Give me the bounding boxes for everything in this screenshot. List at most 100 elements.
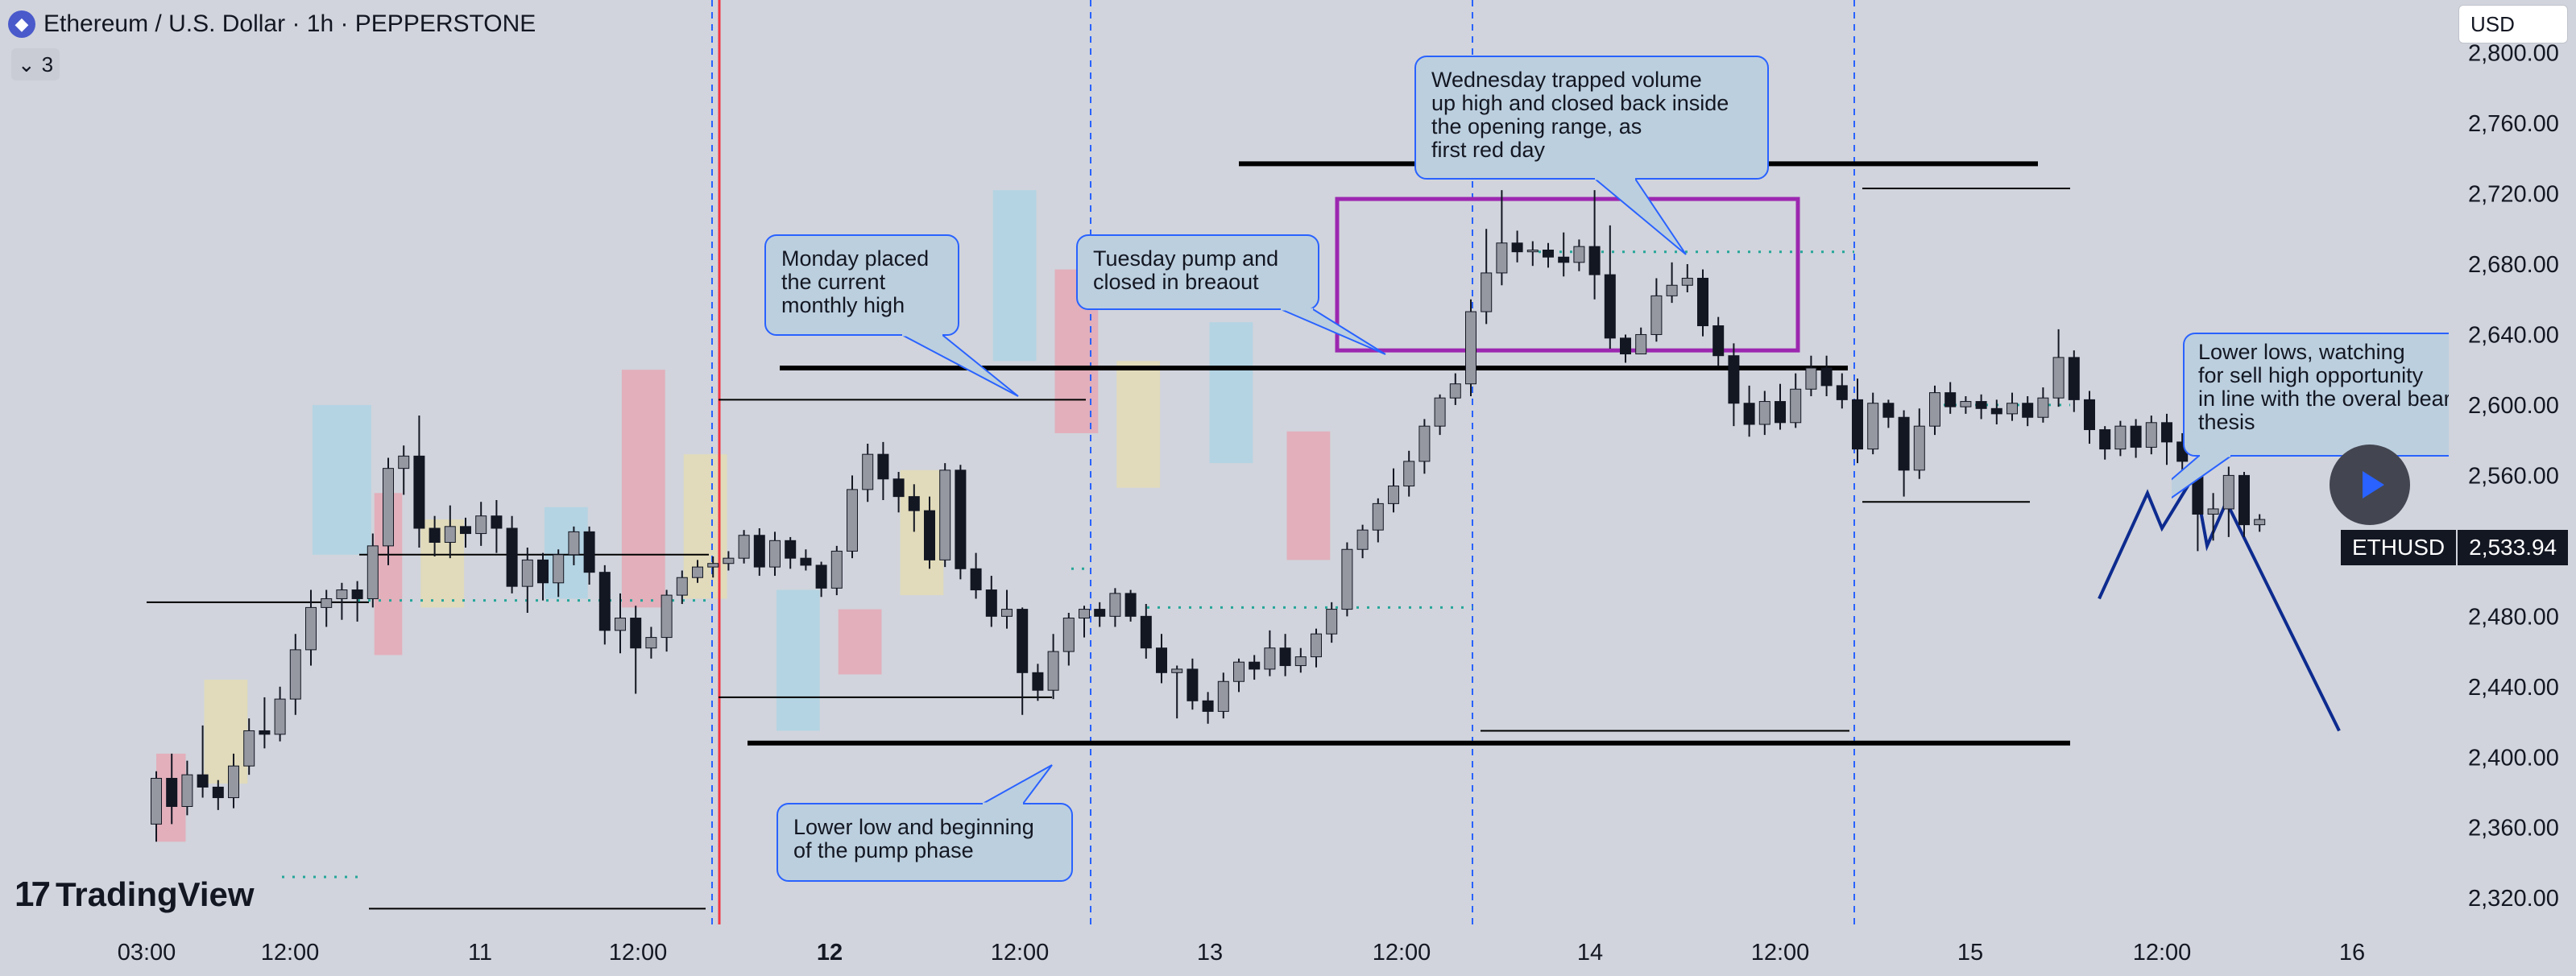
callout-box [1076, 234, 1319, 310]
tradingview-logo[interactable]: 17 TradingView [14, 875, 255, 915]
candle [2068, 350, 2080, 412]
candle-body [738, 535, 750, 559]
candle-body [1543, 250, 1554, 258]
candle-body [1573, 246, 1585, 263]
x-tick-label: 11 [468, 940, 492, 966]
candle [1728, 343, 1740, 427]
candle-body [475, 515, 487, 535]
candle-body [1852, 399, 1863, 450]
candle [537, 552, 549, 601]
candle-body [1604, 274, 1616, 339]
candle-body [321, 598, 333, 608]
candle-body [1326, 609, 1338, 635]
candle-body [1713, 325, 1725, 357]
candle-body [1341, 548, 1353, 610]
callout-box [777, 803, 1073, 882]
candle [877, 441, 889, 501]
candle [259, 697, 271, 749]
y-tick-label: 2,800.00 [2468, 41, 2559, 67]
candle [1867, 392, 1879, 455]
candle-body [2130, 425, 2142, 448]
last-price-tag: ETHUSD 2,533.94 [2341, 530, 2569, 565]
candle-body [1156, 647, 1167, 673]
symbol-header[interactable]: ◆ Ethereum / U.S. Dollar · 1h · PEPPERST… [8, 6, 536, 42]
candle [166, 753, 178, 825]
candle-body [197, 774, 209, 788]
highlight-zone-yellow [204, 680, 248, 784]
indicator-legend-toggle[interactable]: ⌄ 3 [11, 48, 60, 81]
x-tick-label: 12:00 [609, 940, 668, 966]
candle [336, 582, 348, 620]
candle-body [1620, 337, 1631, 355]
candle-body [2238, 474, 2250, 526]
candle [1990, 399, 2002, 424]
candle-body [181, 774, 193, 807]
candle-body [413, 455, 425, 529]
candle [1311, 628, 1322, 668]
candle [1852, 378, 1863, 464]
candle [1140, 604, 1152, 659]
y-tick-label: 2,440.00 [2468, 675, 2559, 701]
candle [830, 545, 843, 596]
currency-selector[interactable]: USD [2458, 5, 2568, 43]
projection-path [2098, 470, 2341, 732]
candle-body [892, 478, 905, 498]
candle [289, 634, 301, 715]
highlight-zone-blue [544, 507, 588, 599]
candle-body [1032, 672, 1044, 691]
callout-line: the opening range, as [1431, 114, 1642, 139]
candle-body [800, 557, 812, 566]
candle [398, 445, 410, 495]
candle [800, 549, 812, 571]
candle [939, 463, 951, 568]
candle [1526, 241, 1539, 267]
opening-range-box [1335, 196, 1800, 353]
candle-body [2254, 519, 2266, 526]
candle [2238, 472, 2250, 537]
candle-body [1836, 385, 1848, 400]
y-tick-label: 2,400.00 [2468, 745, 2559, 771]
x-tick-label: 12 [817, 940, 843, 966]
candle [2037, 387, 2049, 423]
candle-body [707, 563, 719, 568]
candle [212, 780, 224, 810]
candle [1449, 373, 1461, 405]
x-tick-label: 12:00 [1751, 940, 1810, 966]
indicator-count: 3 [41, 52, 54, 77]
candle-body [568, 531, 580, 556]
callout-box [2183, 333, 2449, 457]
candle [181, 760, 193, 816]
highlight-zone-red [838, 609, 882, 675]
callout-line: the current [781, 270, 886, 294]
candle-body [2007, 403, 2018, 415]
candle-body [1728, 355, 1740, 404]
candle [1372, 498, 1384, 543]
candle-body [1062, 618, 1075, 652]
candle [1109, 588, 1121, 627]
candle [2207, 493, 2219, 541]
candle [1156, 634, 1167, 684]
callout-line: closed in breaout [1093, 270, 1259, 294]
y-tick-label: 2,320.00 [2468, 886, 2559, 912]
candle [321, 589, 333, 627]
candle-body [847, 489, 858, 552]
callout-line: Monday placed [781, 246, 929, 271]
candle [1079, 606, 1090, 638]
candle [1124, 589, 1137, 622]
candle [243, 718, 255, 775]
candle-body [2022, 403, 2034, 418]
candle [692, 560, 703, 583]
candle [2222, 466, 2234, 537]
candle-body [1990, 407, 2002, 415]
highlight-zone-yellow [900, 469, 944, 596]
replay-play-button[interactable] [2330, 445, 2410, 525]
candle-body [444, 526, 456, 543]
candle-body [1124, 593, 1137, 617]
candle-body [985, 589, 997, 617]
x-tick-label: 16 [2339, 940, 2365, 966]
candle [1543, 242, 1554, 268]
candle-body [228, 765, 239, 799]
candle-body [383, 468, 394, 547]
candle-body [645, 637, 657, 649]
